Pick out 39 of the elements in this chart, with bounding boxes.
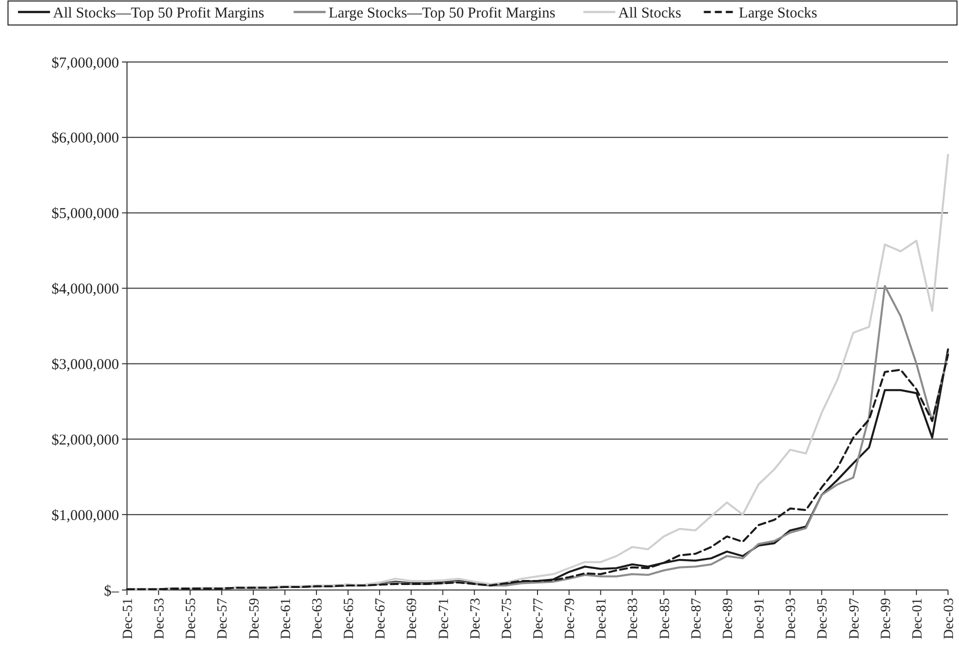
- x-tick-label: Dec-69: [405, 598, 420, 640]
- y-tick-label: $2,000,000: [52, 432, 119, 448]
- x-tick-label: Dec-65: [342, 598, 358, 640]
- x-tick-label: Dec-57: [216, 598, 231, 640]
- x-tick-label: Dec-63: [310, 598, 326, 640]
- x-tick-label: Dec-85: [658, 598, 673, 640]
- legend-label: Large Stocks: [738, 5, 818, 22]
- y-tick-label: $1,000,000: [52, 508, 119, 524]
- y-tick-label: $4,000,000: [52, 282, 119, 298]
- x-tick-label: Dec-93: [784, 598, 800, 640]
- y-tick-label: $7,000,000: [52, 55, 119, 72]
- x-tick-label: Dec-99: [878, 598, 894, 640]
- y-tick-label: $6,000,000: [52, 130, 119, 147]
- legend-label: All Stocks—Top 50 Profit Margins: [53, 5, 264, 22]
- x-tick-label: Dec-61: [278, 598, 294, 640]
- x-tick-label: Dec-89: [720, 598, 736, 640]
- x-tick-label: Dec-59: [247, 598, 262, 640]
- x-tick-label: Dec-91: [752, 598, 768, 640]
- x-tick-label: Dec-67: [374, 598, 389, 640]
- x-tick-label: Dec-71: [436, 598, 452, 640]
- y-tick-label: $3,000,000: [52, 356, 119, 373]
- y-tick-label: $5,000,000: [52, 206, 119, 222]
- x-tick-label: Dec-95: [816, 598, 831, 640]
- x-tick-label: Dec-79: [563, 598, 578, 640]
- x-tick-label: Dec-51: [121, 598, 136, 640]
- legend-label: All Stocks: [618, 5, 682, 22]
- x-tick-label: Dec-55: [184, 598, 200, 640]
- x-tick-label: Dec-01: [910, 598, 926, 640]
- x-tick-label: Dec-03: [942, 598, 957, 640]
- x-tick-label: Dec-83: [626, 598, 642, 640]
- x-tick-label: Dec-97: [847, 598, 862, 640]
- x-tick-label: Dec-73: [468, 598, 484, 640]
- x-tick-label: Dec-81: [594, 598, 610, 640]
- legend-label: Large Stocks—Top 50 Profit Margins: [328, 5, 556, 22]
- x-tick-label: Dec-77: [532, 598, 546, 640]
- x-tick-label: Dec-75: [500, 598, 515, 640]
- x-tick-label: Dec-87: [689, 598, 704, 640]
- y-tick-label: $–: [104, 583, 120, 600]
- x-tick-label: Dec-53: [152, 598, 168, 640]
